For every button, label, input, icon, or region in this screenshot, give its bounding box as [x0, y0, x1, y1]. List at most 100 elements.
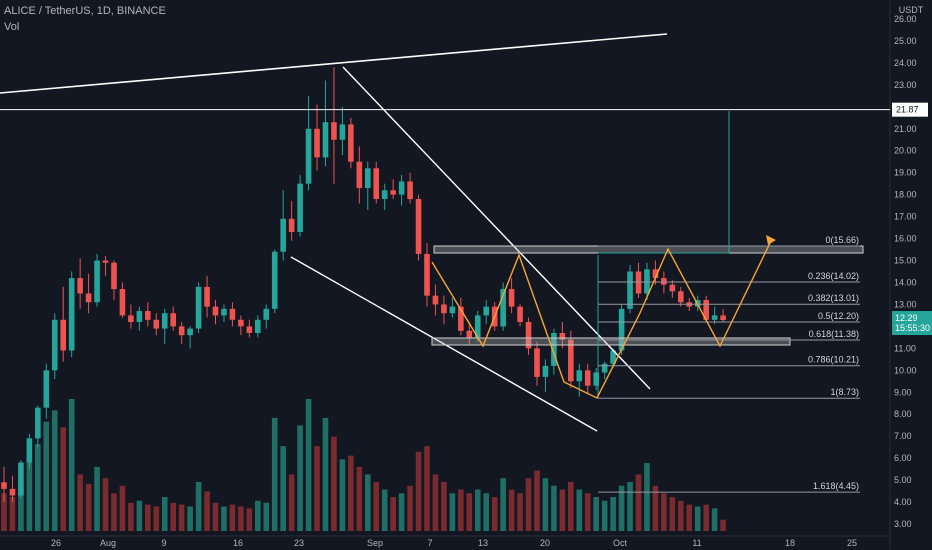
candle-body — [221, 308, 227, 316]
volume-bar — [339, 459, 346, 531]
candle-body — [449, 306, 456, 314]
volume-bar — [128, 502, 134, 531]
volume-bar — [610, 497, 616, 531]
volume-bar — [584, 493, 591, 531]
fib-level-label: 0.236(14.02) — [808, 271, 859, 281]
y-tick-label: 14.00 — [894, 277, 917, 287]
fib-level-label: 0.618(11.38) — [809, 329, 859, 339]
candle-body — [212, 306, 219, 316]
candle-body — [644, 269, 650, 294]
volume-bar — [68, 399, 75, 531]
current-price-badge — [892, 311, 932, 336]
y-tick-label: 24.00 — [894, 58, 917, 68]
volume-bar — [119, 485, 126, 531]
harmonic-pattern-path — [431, 240, 772, 399]
volume-bar — [381, 489, 388, 531]
candle-body — [111, 262, 117, 290]
volume-bar — [136, 500, 143, 531]
volume-bar — [568, 481, 574, 531]
candle-body — [136, 311, 143, 322]
level-badge — [892, 102, 928, 117]
candle-body — [178, 326, 185, 336]
candle-body — [145, 311, 151, 320]
volume-bar — [390, 497, 396, 531]
resistance-zone — [433, 245, 864, 254]
candle-body — [9, 488, 16, 496]
volume-bar — [153, 506, 160, 531]
volume-bar — [407, 485, 413, 531]
current-price-label: 12.29 — [895, 313, 918, 323]
y-tick-label: 16.00 — [894, 234, 917, 244]
volume-bar — [60, 427, 67, 531]
volume-bar — [534, 470, 540, 531]
volume-bar — [305, 399, 312, 531]
y-tick-label: 6.00 — [894, 453, 912, 463]
volume-bar — [661, 493, 667, 531]
volume-bar — [18, 481, 24, 531]
volume-bar — [432, 474, 439, 531]
volume-bar — [85, 483, 92, 531]
candle-body — [398, 181, 405, 195]
x-tick-label: Aug — [100, 538, 116, 548]
candle-body — [331, 122, 337, 140]
candle-body — [60, 319, 67, 351]
candle-body — [568, 339, 574, 382]
volume-bar — [678, 500, 684, 531]
volume-bar — [297, 425, 303, 531]
volume-bar — [500, 478, 506, 531]
fib-level-label: 0(15.66) — [825, 235, 859, 245]
x-tick-label: 16 — [233, 538, 243, 548]
candle-body — [424, 253, 430, 296]
candle-body — [364, 168, 371, 189]
candle-body — [390, 190, 396, 195]
volume-bar — [415, 451, 422, 531]
volume-bar — [348, 455, 354, 531]
candle-body — [187, 328, 193, 336]
candle-body — [43, 370, 50, 408]
fib-level-label: 0.382(13.01) — [808, 293, 859, 303]
wedge-lower-line — [290, 256, 598, 432]
y-tick-label: 25.00 — [894, 36, 917, 46]
volume-bar — [542, 478, 549, 531]
fib-level-label: 0.5(12.20) — [818, 311, 859, 321]
volume-bar — [711, 508, 718, 531]
candle-body — [161, 313, 168, 329]
volume-bar — [398, 493, 405, 531]
y-tick-label: 20.00 — [894, 146, 917, 156]
volume-bar — [508, 489, 515, 531]
candle-body — [474, 315, 481, 338]
volume-bar — [77, 474, 83, 531]
candle-body — [77, 278, 83, 294]
volume-bar — [322, 417, 329, 531]
candle-body — [542, 365, 549, 377]
fib-level-label: 1.618(4.45) — [813, 481, 859, 491]
candle-body — [458, 306, 464, 331]
volume-bar — [221, 506, 227, 531]
candle-body — [1, 482, 7, 489]
candle-body — [339, 124, 346, 140]
x-tick-label: Oct — [613, 538, 628, 548]
volume-bar — [43, 421, 50, 531]
volume-label: Vol — [4, 21, 20, 33]
candle-body — [432, 295, 439, 305]
candle-body — [288, 218, 295, 232]
volume-bar — [170, 502, 176, 531]
volume-bar — [246, 508, 253, 531]
y-tick-label: 18.00 — [894, 190, 917, 200]
candle-body — [263, 308, 270, 320]
candle-body — [669, 284, 676, 292]
y-tick-label: 4.00 — [894, 497, 912, 507]
candle-body — [618, 308, 625, 351]
volume-bar — [652, 485, 659, 531]
candle-body — [68, 278, 75, 351]
candle-body — [102, 260, 109, 263]
volume-bar — [26, 459, 33, 531]
candle-body — [678, 291, 684, 303]
volume-bar — [51, 410, 58, 531]
candle-body — [559, 332, 566, 340]
candle-body — [584, 370, 591, 386]
candle-body — [703, 300, 709, 320]
candle-body — [18, 462, 24, 496]
candle-body — [356, 161, 363, 189]
